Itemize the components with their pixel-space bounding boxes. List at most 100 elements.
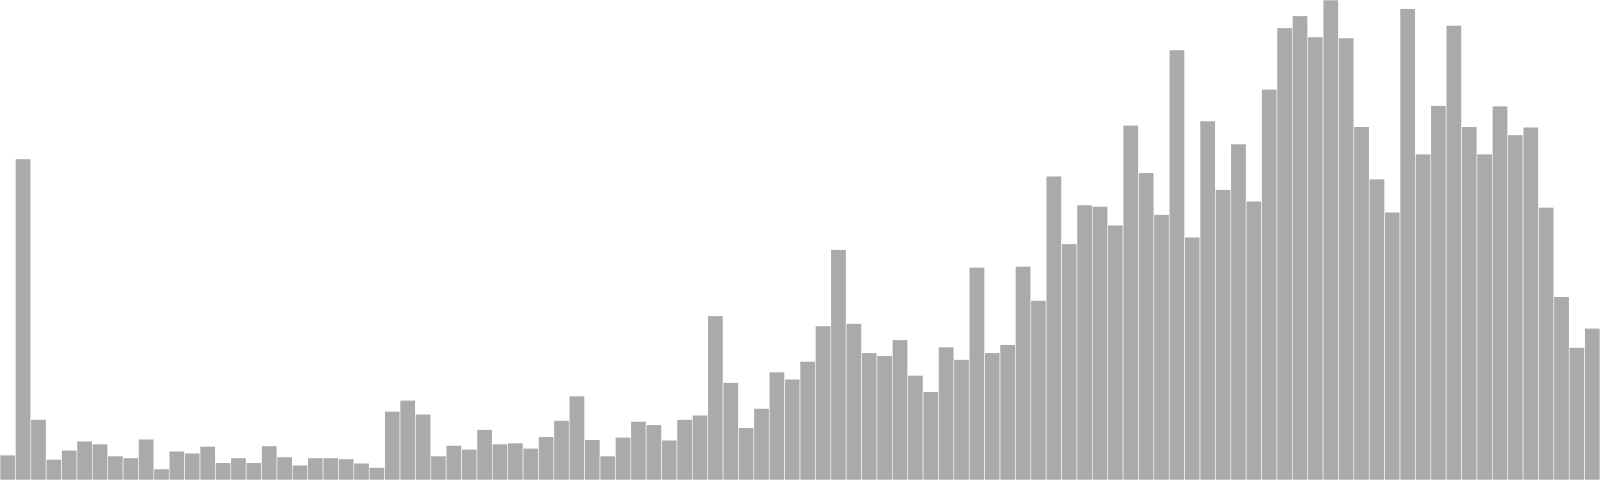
bar-67 — [1015, 266, 1032, 480]
bar-71 — [1076, 204, 1093, 480]
bar-53 — [799, 361, 816, 480]
bar-65 — [984, 352, 1001, 480]
bar-103 — [1568, 347, 1585, 480]
bar-81 — [1230, 143, 1247, 480]
bar-73 — [1107, 224, 1124, 480]
bar-79 — [1199, 120, 1216, 480]
bar-10 — [138, 438, 155, 480]
bar-99 — [1507, 134, 1524, 480]
bar-59 — [892, 339, 908, 480]
bar-48 — [722, 382, 739, 480]
bar-1 — [0, 454, 16, 480]
bar-39 — [584, 439, 601, 480]
bar-63 — [953, 359, 970, 480]
bar-72 — [1092, 206, 1108, 480]
bar-61 — [922, 391, 939, 480]
bar-66 — [999, 344, 1016, 480]
bar-74 — [1122, 124, 1139, 480]
bar-80 — [1215, 189, 1232, 480]
bar-11 — [153, 468, 170, 480]
bar-76 — [1153, 214, 1170, 480]
bar-75 — [1138, 172, 1155, 480]
bar-50 — [753, 408, 770, 480]
bar-13 — [184, 452, 201, 480]
bar-45 — [676, 419, 693, 480]
bar-7 — [92, 443, 108, 480]
bar-95 — [1445, 25, 1462, 480]
bar-69 — [1045, 175, 1062, 480]
bar-86 — [1307, 36, 1324, 480]
bar-92 — [1399, 8, 1416, 480]
bar-26 — [384, 411, 401, 480]
bar-9 — [122, 457, 139, 480]
bar-78 — [1184, 236, 1201, 480]
bar-101 — [1538, 207, 1555, 480]
bar-22 — [322, 457, 339, 480]
bar-20 — [292, 464, 308, 480]
bar-56 — [845, 323, 862, 480]
bar-54 — [815, 325, 832, 480]
bar-44 — [661, 439, 678, 480]
bar-100 — [1522, 126, 1539, 480]
bar-58 — [876, 355, 893, 480]
bar-96 — [1461, 126, 1478, 480]
bar-97 — [1476, 153, 1493, 480]
bar-18 — [261, 445, 278, 480]
bar-60 — [907, 375, 924, 480]
bar-84 — [1276, 27, 1293, 480]
bar-47 — [707, 315, 724, 480]
bar-4 — [45, 459, 62, 480]
bar-8 — [107, 455, 124, 480]
bar-83 — [1261, 88, 1278, 480]
bar-43 — [645, 424, 662, 480]
bar-46 — [692, 414, 708, 480]
bar-33 — [492, 443, 508, 480]
bar-37 — [553, 420, 570, 480]
bar-30 — [445, 445, 462, 480]
bar-31 — [461, 448, 478, 480]
bar-36 — [538, 436, 555, 480]
bar-87 — [1322, 0, 1339, 480]
bar-21 — [307, 457, 324, 480]
bar-17 — [245, 462, 262, 480]
bar-24 — [353, 462, 370, 480]
bar-102 — [1553, 296, 1570, 480]
bar-19 — [276, 456, 293, 480]
bar-3 — [30, 419, 47, 480]
bar-70 — [1061, 243, 1078, 480]
bar-32 — [476, 429, 493, 480]
bar-6 — [76, 440, 93, 480]
bar-91 — [1384, 211, 1401, 480]
bar-51 — [768, 371, 785, 480]
bar-14 — [199, 446, 216, 480]
bar-90 — [1368, 178, 1385, 480]
bar-82 — [1245, 200, 1262, 480]
bar-12 — [168, 450, 185, 480]
bar-41 — [615, 436, 632, 480]
bar-28 — [415, 413, 432, 480]
bar-5 — [61, 449, 78, 480]
bar-25 — [368, 467, 385, 480]
bar-34 — [507, 442, 524, 480]
bar-15 — [215, 462, 232, 480]
bar-94 — [1430, 105, 1447, 480]
bar-93 — [1415, 153, 1432, 480]
bar-57 — [861, 352, 878, 480]
bar-2 — [15, 158, 32, 480]
bar-98 — [1492, 105, 1508, 480]
bar-64 — [968, 267, 985, 480]
bar-38 — [568, 395, 585, 480]
bar-77 — [1168, 49, 1185, 480]
bar-68 — [1030, 300, 1047, 480]
bar-89 — [1353, 126, 1370, 480]
bar-85 — [1292, 15, 1308, 480]
bar-104 — [1584, 328, 1600, 480]
bar-55 — [830, 249, 847, 480]
bar-40 — [599, 455, 616, 480]
bar-23 — [338, 458, 355, 480]
bar-29 — [430, 455, 447, 480]
bar-49 — [738, 427, 755, 480]
bar-27 — [399, 400, 416, 480]
